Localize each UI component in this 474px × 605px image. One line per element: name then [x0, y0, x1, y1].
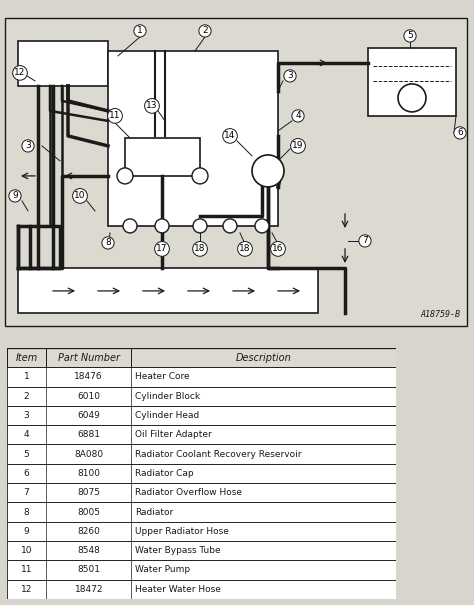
Text: Heater Water Hose: Heater Water Hose [136, 585, 221, 594]
Text: 12: 12 [21, 585, 32, 594]
Text: 5: 5 [24, 450, 29, 459]
Text: 10: 10 [74, 191, 86, 200]
Text: 8075: 8075 [77, 488, 100, 497]
Text: 17: 17 [156, 244, 168, 253]
Text: Upper Radiator Hose: Upper Radiator Hose [136, 527, 229, 536]
Text: 5: 5 [407, 31, 413, 41]
Text: 8501: 8501 [77, 566, 100, 575]
Text: 2: 2 [24, 391, 29, 401]
Text: 1: 1 [24, 372, 29, 381]
Text: 9: 9 [12, 191, 18, 200]
Bar [18, 41, 108, 86]
Bar [7, 425, 396, 445]
Text: Water Pump: Water Pump [136, 566, 191, 575]
Text: Heater Core: Heater Core [136, 372, 190, 381]
Bar [7, 560, 396, 580]
Text: 6881: 6881 [77, 430, 100, 439]
Text: 7: 7 [24, 488, 29, 497]
Text: 18472: 18472 [74, 585, 103, 594]
Text: Cylinder Head: Cylinder Head [136, 411, 200, 420]
Text: 11: 11 [21, 566, 32, 575]
Text: 8: 8 [24, 508, 29, 517]
Text: 8A080: 8A080 [74, 450, 103, 459]
Circle shape [155, 219, 169, 233]
Bar [7, 445, 396, 464]
Text: 11: 11 [109, 111, 121, 120]
Text: Item: Item [16, 353, 37, 362]
Text: 18: 18 [194, 244, 206, 253]
Bar [7, 348, 396, 367]
Circle shape [193, 219, 207, 233]
Text: 6: 6 [24, 469, 29, 478]
Text: 19: 19 [292, 142, 304, 151]
Text: 1: 1 [137, 27, 143, 36]
Text: 2: 2 [202, 27, 208, 36]
Text: 6010: 6010 [77, 391, 100, 401]
Bar [7, 541, 396, 560]
Bar [125, 138, 200, 176]
Text: 8005: 8005 [77, 508, 100, 517]
Text: 8100: 8100 [77, 469, 100, 478]
Text: Radiator: Radiator [136, 508, 173, 517]
Text: 4: 4 [295, 111, 301, 120]
Circle shape [252, 155, 284, 187]
Bar [7, 522, 396, 541]
Text: 7: 7 [362, 237, 368, 246]
Text: 18476: 18476 [74, 372, 103, 381]
Bar [7, 464, 396, 483]
Bar [18, 268, 318, 313]
Bar [7, 580, 396, 599]
Text: Oil Filter Adapter: Oil Filter Adapter [136, 430, 212, 439]
Bar [7, 483, 396, 502]
Circle shape [192, 168, 208, 184]
Text: 3: 3 [25, 142, 31, 151]
Bar [7, 502, 396, 522]
Text: Radiator Cap: Radiator Cap [136, 469, 194, 478]
Text: A18759-B: A18759-B [420, 310, 460, 319]
Text: 3: 3 [24, 411, 29, 420]
Text: 8: 8 [105, 238, 111, 247]
Text: 4: 4 [24, 430, 29, 439]
Circle shape [223, 219, 237, 233]
Bar [7, 367, 396, 387]
Text: 6049: 6049 [77, 411, 100, 420]
Text: 8260: 8260 [77, 527, 100, 536]
Text: 16: 16 [272, 244, 284, 253]
Bar [108, 51, 278, 226]
Circle shape [255, 219, 269, 233]
Text: 12: 12 [14, 68, 26, 77]
Circle shape [398, 84, 426, 112]
Text: Description: Description [236, 353, 292, 362]
Bar [368, 48, 456, 116]
Circle shape [117, 168, 133, 184]
Text: 3: 3 [287, 71, 293, 80]
Circle shape [123, 219, 137, 233]
Text: 9: 9 [24, 527, 29, 536]
Text: 14: 14 [224, 131, 236, 140]
Text: Cylinder Block: Cylinder Block [136, 391, 201, 401]
Text: Part Number: Part Number [58, 353, 120, 362]
Bar [7, 406, 396, 425]
Bar [7, 387, 396, 406]
Text: 6: 6 [457, 128, 463, 137]
Text: Radiator Overflow Hose: Radiator Overflow Hose [136, 488, 242, 497]
Text: 13: 13 [146, 102, 158, 111]
Text: 18: 18 [239, 244, 251, 253]
Text: 8548: 8548 [77, 546, 100, 555]
Text: Water Bypass Tube: Water Bypass Tube [136, 546, 221, 555]
Text: 10: 10 [21, 546, 32, 555]
Text: Radiator Coolant Recovery Reservoir: Radiator Coolant Recovery Reservoir [136, 450, 302, 459]
